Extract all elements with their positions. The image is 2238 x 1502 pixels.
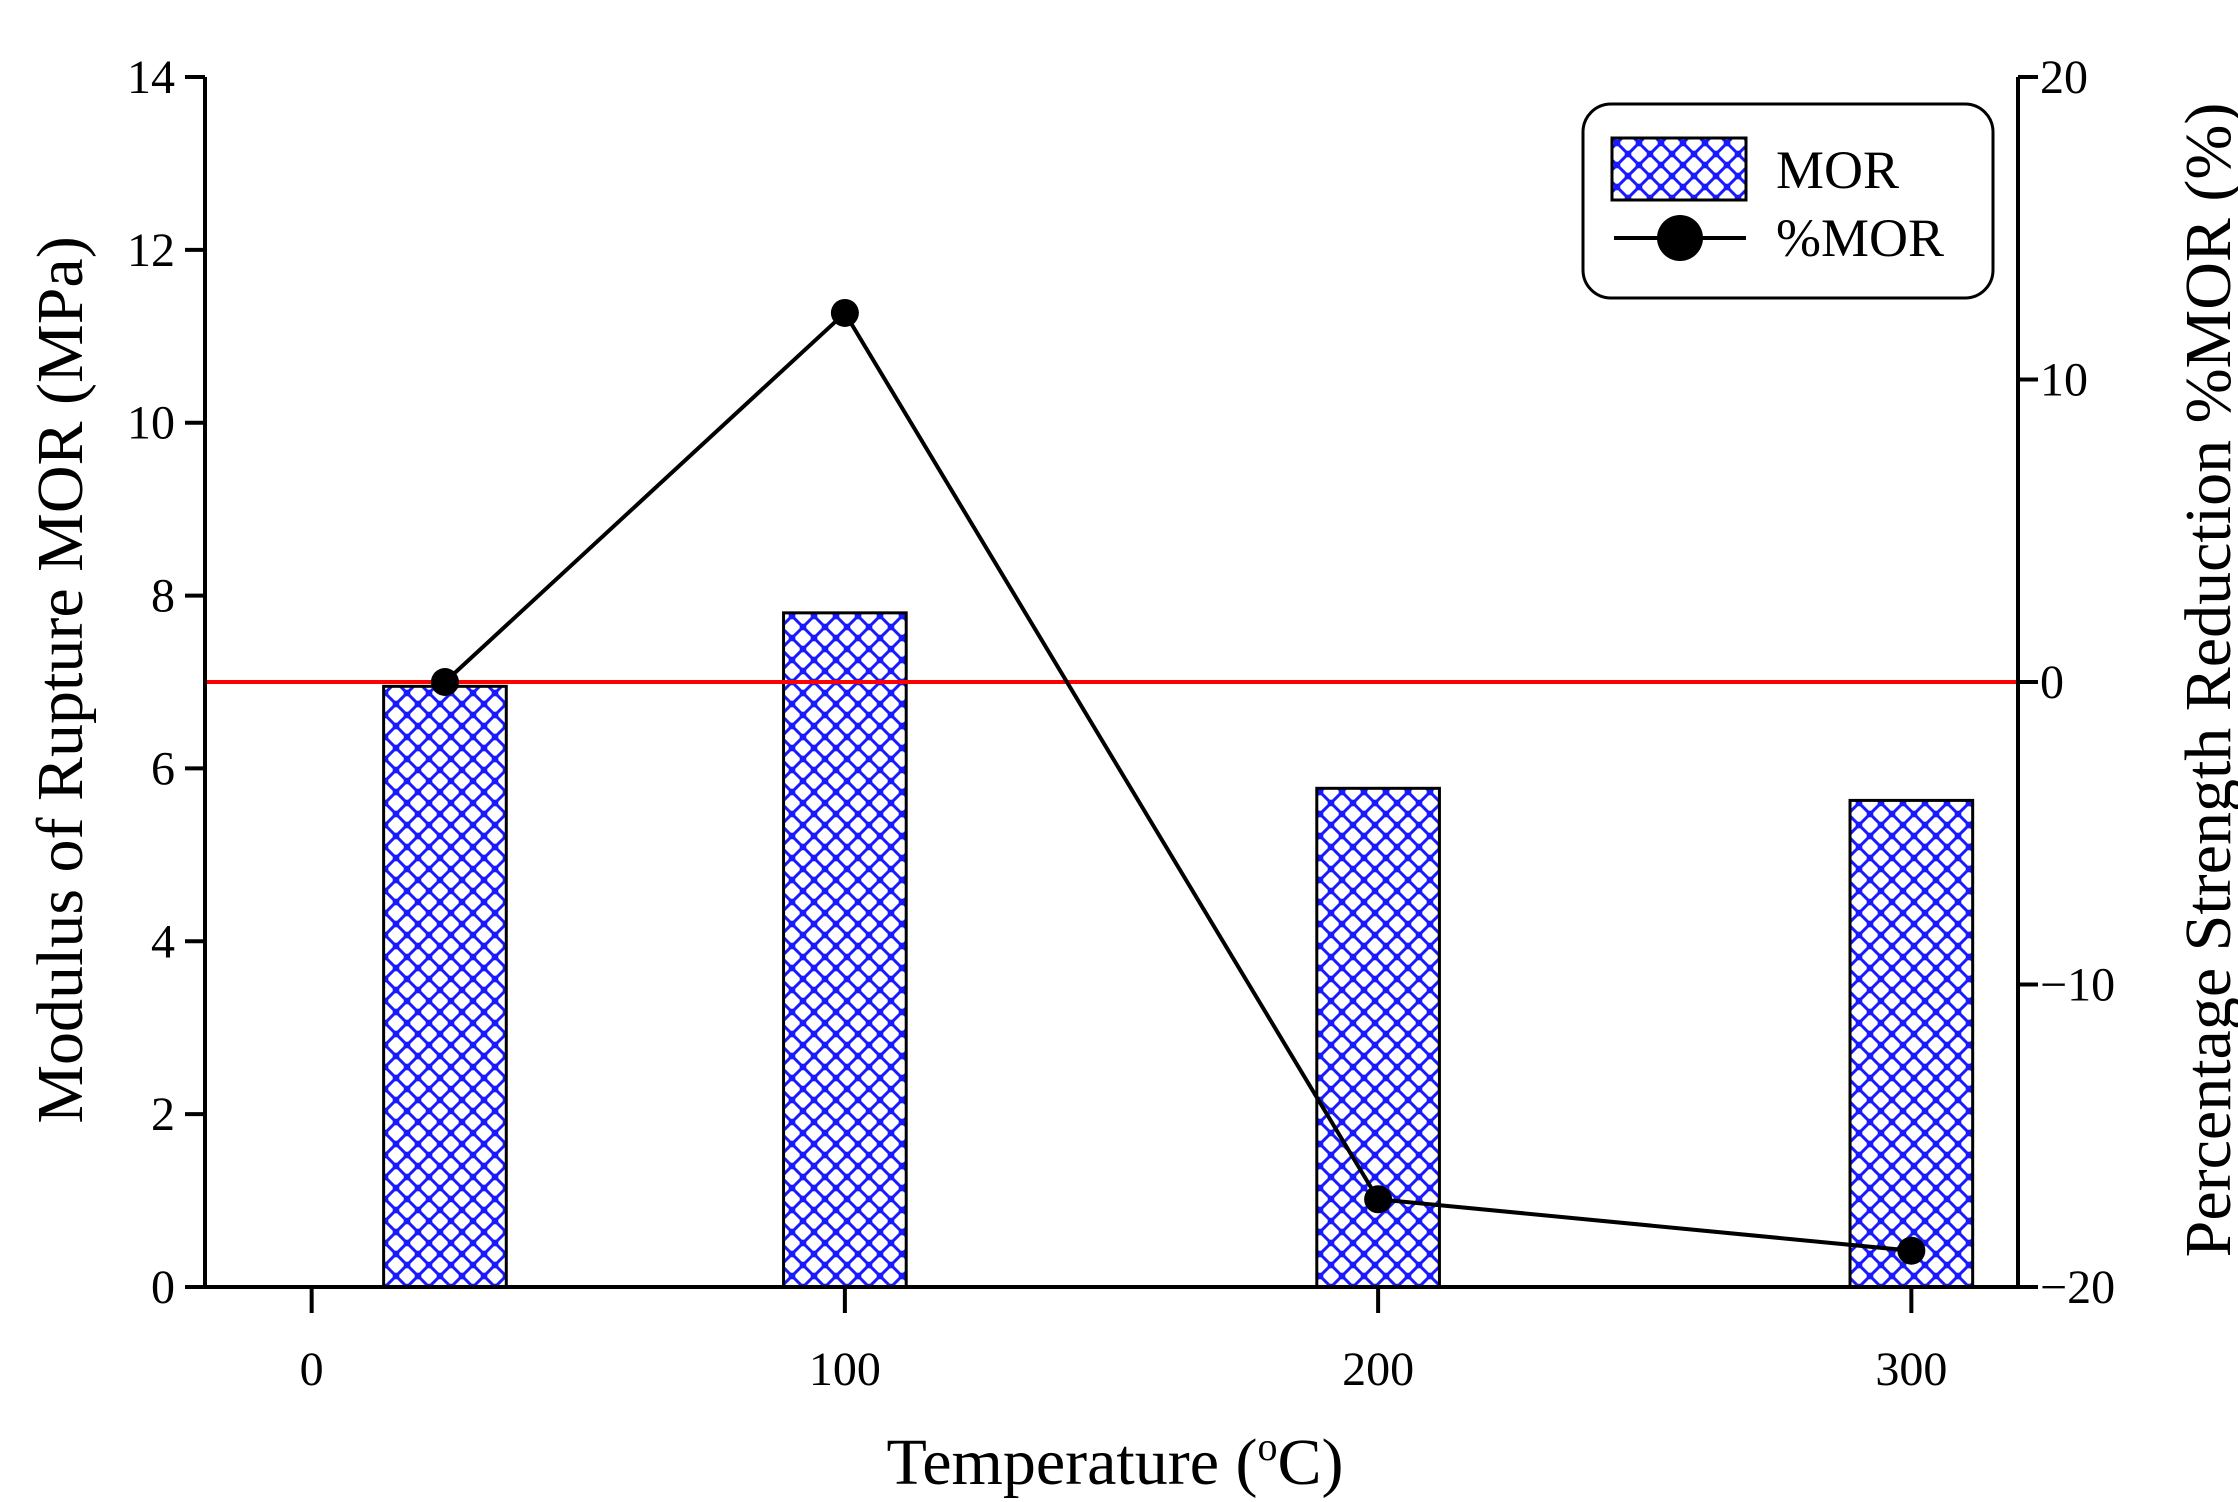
percent-mor-series xyxy=(430,298,1926,1265)
y-left-tick-label-3: 6 xyxy=(151,742,175,795)
mor-bar-0 xyxy=(382,684,508,1289)
percent-mor-point-2 xyxy=(1364,1185,1393,1214)
y-right-tick-label-2: 0 xyxy=(2040,656,2064,709)
legend: MOR %MOR xyxy=(1581,102,1995,300)
x-tick-label-1: 100 xyxy=(809,1343,881,1396)
percent-mor-point-0 xyxy=(430,668,459,696)
y-left-tick-label-0: 0 xyxy=(151,1261,175,1314)
y-right-tick-label-3: 10 xyxy=(2040,354,2088,407)
y-left-tick-label-1: 2 xyxy=(151,1088,175,1141)
y-left-tick-label-4: 8 xyxy=(151,570,175,623)
x-tick-label-0: 0 xyxy=(300,1343,324,1396)
x-axis-title: Temperature (oC) xyxy=(887,1424,1344,1499)
y-left-tick-label-5: 10 xyxy=(127,397,175,450)
x-tick-label-2: 200 xyxy=(1342,1343,1414,1396)
y-right-tick-label-0: −20 xyxy=(2040,1261,2115,1314)
legend-mor-swatch xyxy=(1610,136,1748,202)
mor-bars xyxy=(382,611,1975,1289)
percent-mor-point-3 xyxy=(1897,1236,1926,1265)
y-right-tick-label-4: 20 xyxy=(2040,51,2088,104)
legend-percent-mor-marker xyxy=(1657,215,1703,261)
y-left-tick-label-6: 12 xyxy=(127,224,175,277)
y-left-tick-label-2: 4 xyxy=(151,915,175,968)
x-tick-label-3: 300 xyxy=(1875,1343,1947,1396)
legend-mor-label: MOR xyxy=(1776,140,1899,200)
y-axis-left-title: Modulus of Rupture MOR (MPa) xyxy=(24,236,97,1123)
percent-mor-line xyxy=(443,309,1912,1253)
y-left-tick-label-7: 14 xyxy=(127,51,175,104)
mor-bar-3 xyxy=(1848,798,1975,1289)
legend-percent-mor-label: %MOR xyxy=(1776,208,1944,268)
mor-bar-1 xyxy=(782,611,908,1289)
percent-mor-point-1 xyxy=(830,298,859,327)
y-right-tick-label-1: −10 xyxy=(2040,959,2115,1012)
y-axis-right-title: Percentage Strength Reduction %MOR (%) xyxy=(2172,103,2238,1258)
